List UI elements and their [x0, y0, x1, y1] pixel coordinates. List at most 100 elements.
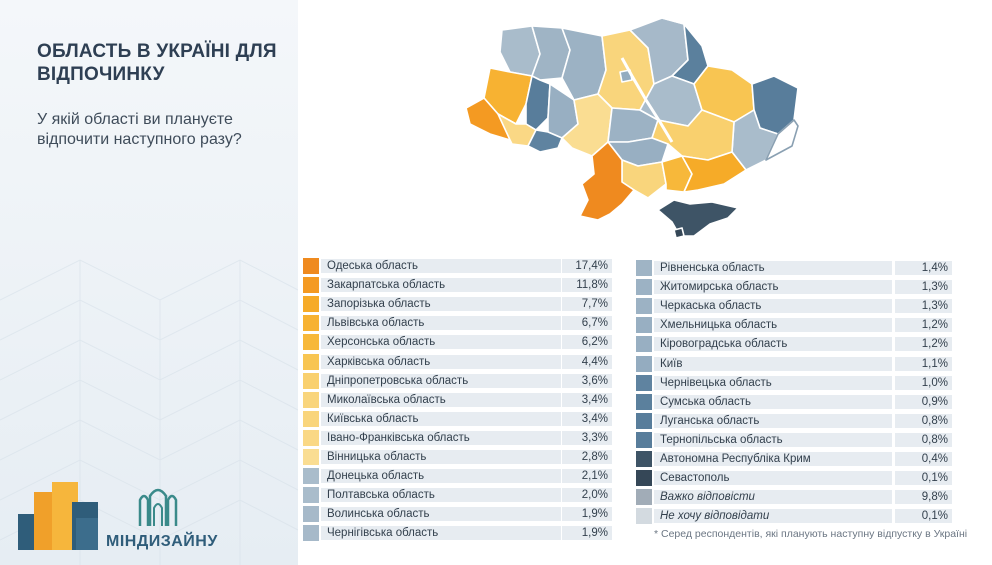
value-background — [895, 413, 952, 428]
page-title: ОБЛАСТЬ В УКРАЇНІ ДЛЯ ВІДПОЧИНКУ — [37, 41, 277, 85]
region-label: Сумська область — [660, 395, 752, 408]
legend-swatch — [303, 410, 319, 427]
label-background — [321, 469, 561, 484]
legend-row: Миколаївська область 3,4% — [303, 391, 612, 408]
legend-swatch — [636, 508, 652, 525]
label-background — [321, 354, 561, 369]
label-background — [321, 526, 561, 541]
legend-swatch — [636, 489, 652, 506]
region-label: Закарпатська область — [327, 279, 446, 292]
legend-row: Донецька область 2,1% — [303, 468, 612, 485]
value-background — [562, 526, 612, 541]
region-zaporizhzhia — [681, 151, 747, 193]
label-background — [654, 471, 892, 486]
legend-row: Київ 1,1% — [636, 355, 952, 372]
legend-swatch — [303, 334, 319, 351]
legend-row: Івано-Франківська область 3,3% — [303, 429, 612, 446]
legend-swatch — [636, 451, 652, 467]
percentage-value: 7,7% — [581, 298, 608, 311]
percentage-value: 1,3% — [921, 300, 948, 313]
legend-swatch — [636, 279, 652, 296]
percentage-value: 0,8% — [921, 414, 948, 427]
legend-row: Севастополь 0,1% — [636, 470, 952, 487]
value-background — [562, 450, 612, 464]
region-label: Донецька область — [327, 470, 425, 483]
label-background — [654, 432, 892, 447]
region-label: Житомирська область — [660, 281, 779, 294]
label-background — [321, 278, 561, 293]
legend-row: Кіровоградська область 1,2% — [636, 336, 952, 353]
region-label: Черкаська область — [660, 300, 762, 313]
legend-row: Закарпатська область 11,8% — [303, 277, 612, 294]
value-background — [895, 432, 952, 447]
legend-row: Черкаська область 1,3% — [636, 298, 952, 315]
sidebar-panel: ОБЛАСТЬ В УКРАЇНІ ДЛЯ ВІДПОЧИНКУ У якій … — [0, 0, 298, 565]
value-background — [562, 488, 612, 503]
percentage-value: 11,8% — [576, 279, 608, 292]
region-label: Харківська область — [327, 355, 431, 368]
percentage-value: 4,4% — [581, 355, 608, 368]
label-background — [321, 430, 561, 445]
value-background — [562, 430, 612, 445]
question-subtitle: У якій області ви плануєте відпочити нас… — [37, 111, 242, 148]
region-label: Дніпропетровська область — [327, 374, 469, 387]
legend-swatch — [303, 525, 319, 542]
label-background — [654, 299, 892, 314]
percentage-value: 6,7% — [581, 317, 608, 330]
region-ternopil — [525, 75, 551, 131]
region-label: Рівненська область — [660, 262, 765, 274]
percentage-value: 3,6% — [581, 374, 608, 387]
percentage-value: 6,2% — [581, 336, 608, 349]
legend-row: Сумська область 0,9% — [636, 393, 952, 410]
value-background — [895, 471, 952, 486]
value-background — [562, 297, 612, 312]
value-background — [895, 356, 952, 371]
legend-row: Хмельницька область 1,2% — [636, 317, 952, 334]
legend-row: Чернігівська область 1,9% — [303, 525, 612, 542]
label-background — [321, 373, 561, 388]
value-background — [895, 299, 952, 314]
value-background — [895, 337, 952, 352]
percentage-value: 1,2% — [921, 338, 948, 351]
region-label: Севастополь — [660, 472, 730, 485]
legend-swatch — [303, 487, 319, 504]
percentage-value: 3,4% — [581, 412, 608, 425]
region-label: Чернівецька область — [660, 376, 772, 389]
legend-row: Київська область 3,4% — [303, 410, 612, 427]
region-label: Луганська область — [660, 414, 760, 427]
percentage-value: 2,0% — [581, 489, 608, 502]
legend-swatch — [636, 260, 652, 276]
legend-swatch — [303, 506, 319, 523]
legend-row: Рівненська область 1,4% — [636, 260, 952, 276]
region-label: Вінницька область — [327, 451, 427, 463]
value-background — [562, 373, 612, 388]
value-background — [562, 316, 612, 331]
region-east-outline — [765, 119, 799, 161]
value-background — [895, 509, 952, 524]
label-background — [654, 318, 892, 333]
legend-row: Херсонська область 6,2% — [303, 334, 612, 351]
value-background — [895, 452, 952, 466]
percentage-value: 1,9% — [581, 508, 608, 521]
region-label: Волинська область — [327, 508, 430, 521]
label-background — [321, 335, 561, 350]
legend-swatch — [636, 336, 652, 353]
value-background — [895, 280, 952, 295]
percentage-value: 1,3% — [921, 281, 948, 294]
percentage-value: 1,1% — [921, 357, 948, 370]
legend-row: Полтавська область 2,0% — [303, 487, 612, 504]
legend-swatch — [636, 431, 652, 448]
ukraine-map — [465, 17, 799, 239]
mindesign-emblem-icon — [138, 488, 178, 526]
percentage-value: 3,4% — [581, 393, 608, 406]
region-label: Київ — [660, 357, 683, 370]
legend-row: Вінницька область 2,8% — [303, 449, 612, 465]
label-background — [654, 490, 892, 505]
label-background — [321, 507, 561, 522]
value-background — [562, 469, 612, 484]
region-label: Автономна Республіка Крим — [660, 453, 811, 465]
value-background — [562, 392, 612, 407]
label-background — [654, 413, 892, 428]
legend-swatch — [303, 468, 319, 485]
label-background — [321, 316, 561, 331]
